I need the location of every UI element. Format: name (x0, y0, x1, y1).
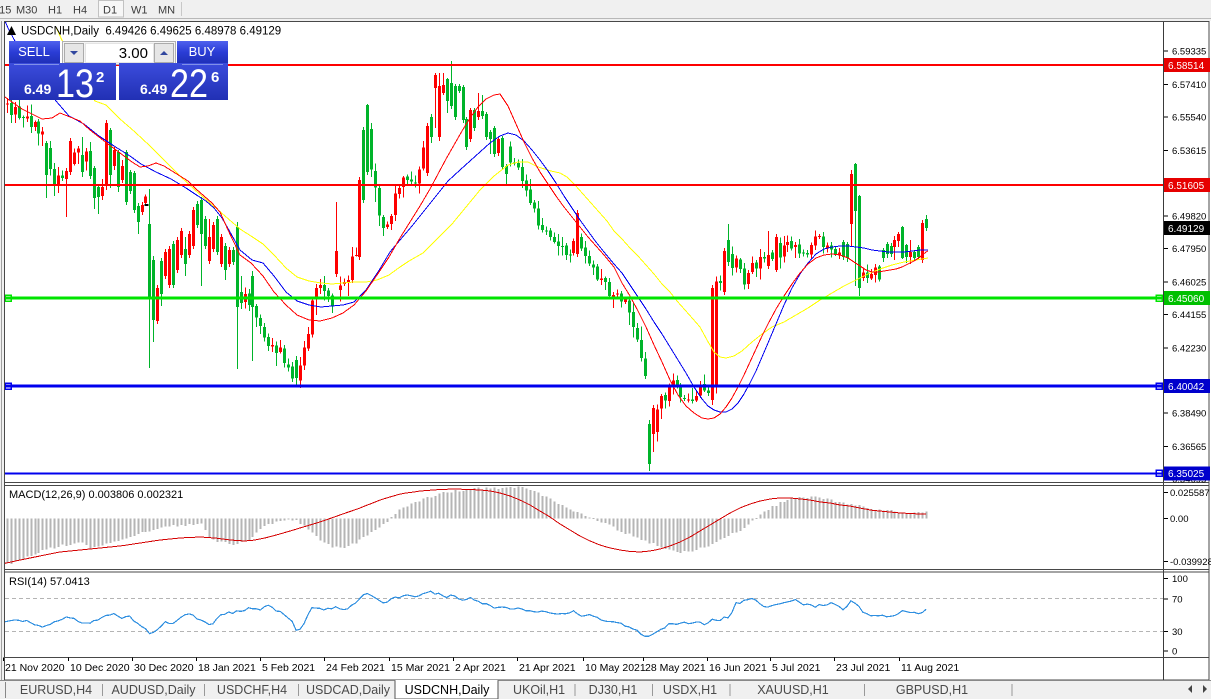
svg-text:USDCNH,Daily: USDCNH,Daily (405, 683, 490, 697)
svg-text:13: 13 (56, 62, 94, 106)
svg-text:6.51605: 6.51605 (1168, 181, 1205, 192)
svg-text:22: 22 (170, 62, 208, 106)
svg-text:6.42230: 6.42230 (1172, 344, 1206, 355)
svg-text:6.36565: 6.36565 (1172, 442, 1206, 453)
svg-text:W1: W1 (131, 5, 148, 17)
svg-text:6.49820: 6.49820 (1172, 212, 1206, 223)
svg-text:SELL: SELL (18, 44, 50, 59)
svg-text:11 Aug 2021: 11 Aug 2021 (901, 662, 959, 674)
svg-text:23 Jul 2021: 23 Jul 2021 (836, 662, 890, 674)
svg-text:21 Apr 2021: 21 Apr 2021 (519, 662, 576, 674)
svg-text:6: 6 (211, 69, 219, 86)
svg-text:6.49129: 6.49129 (1168, 224, 1205, 235)
svg-text:-0.039928: -0.039928 (1170, 557, 1211, 568)
svg-text:RSI(14) 57.0413: RSI(14) 57.0413 (9, 576, 90, 588)
svg-text:30: 30 (1172, 627, 1183, 638)
svg-text:70: 70 (1172, 595, 1183, 606)
svg-text:6.45060: 6.45060 (1168, 294, 1205, 305)
svg-text:2 Apr 2021: 2 Apr 2021 (455, 662, 506, 674)
svg-text:6.38490: 6.38490 (1172, 409, 1206, 420)
svg-text:USDCNH,Daily 6.49426 6.49625: USDCNH,Daily 6.49426 6.49625 6.48978 6.4… (21, 26, 281, 38)
svg-text:0.025587: 0.025587 (1170, 488, 1210, 499)
svg-text:6.59335: 6.59335 (1172, 46, 1206, 57)
svg-text:DJ30,H1: DJ30,H1 (589, 683, 638, 697)
svg-text:MACD(12,26,9) 0.003806 0.00232: MACD(12,26,9) 0.003806 0.002321 (9, 489, 183, 501)
svg-text:30 Dec 2020: 30 Dec 2020 (134, 662, 194, 674)
svg-text:6.40042: 6.40042 (1168, 382, 1205, 393)
svg-text:M15: M15 (0, 5, 11, 17)
svg-text:15 Mar 2021: 15 Mar 2021 (391, 662, 450, 674)
svg-text:6.53615: 6.53615 (1172, 146, 1206, 157)
svg-text:H4: H4 (73, 5, 87, 17)
svg-text:EURUSD,H4: EURUSD,H4 (20, 683, 92, 697)
svg-text:5 Feb 2021: 5 Feb 2021 (262, 662, 315, 674)
svg-text:6.44155: 6.44155 (1172, 310, 1206, 321)
svg-text:24 Feb 2021: 24 Feb 2021 (326, 662, 385, 674)
svg-text:6.55540: 6.55540 (1172, 112, 1206, 123)
svg-text:6.46025: 6.46025 (1172, 278, 1206, 289)
svg-text:6.58514: 6.58514 (1168, 61, 1205, 72)
svg-text:6.49: 6.49 (24, 81, 51, 97)
svg-text:H1: H1 (48, 5, 62, 17)
svg-text:0: 0 (1172, 646, 1177, 657)
svg-text:28 May 2021: 28 May 2021 (645, 662, 706, 674)
svg-text:UKOil,H1: UKOil,H1 (513, 683, 565, 697)
svg-text:USDX,H1: USDX,H1 (663, 683, 717, 697)
svg-text:6.35025: 6.35025 (1168, 469, 1205, 480)
svg-text:USDCAD,Daily: USDCAD,Daily (306, 683, 391, 697)
svg-text:0.00: 0.00 (1170, 514, 1189, 525)
svg-text:21 Nov 2020: 21 Nov 2020 (5, 662, 65, 674)
svg-text:6.49: 6.49 (140, 81, 167, 97)
svg-text:6.57410: 6.57410 (1172, 80, 1206, 91)
svg-text:AUDUSD,Daily: AUDUSD,Daily (111, 683, 196, 697)
svg-text:6.47950: 6.47950 (1172, 244, 1206, 255)
svg-text:BUY: BUY (189, 44, 216, 59)
svg-text:10 Dec 2020: 10 Dec 2020 (70, 662, 130, 674)
svg-text:5 Jul 2021: 5 Jul 2021 (772, 662, 821, 674)
svg-text:18 Jan 2021: 18 Jan 2021 (198, 662, 256, 674)
svg-text:XAUUSD,H1: XAUUSD,H1 (757, 683, 829, 697)
svg-text:16 Jun 2021: 16 Jun 2021 (709, 662, 767, 674)
svg-text:D1: D1 (103, 5, 117, 17)
svg-text:2: 2 (96, 69, 104, 86)
svg-text:MN: MN (158, 5, 175, 17)
svg-text:M30: M30 (16, 5, 37, 17)
svg-text:100: 100 (1172, 574, 1188, 585)
svg-text:3.00: 3.00 (119, 45, 148, 62)
svg-text:USDCHF,H4: USDCHF,H4 (217, 683, 287, 697)
svg-text:GBPUSD,H1: GBPUSD,H1 (896, 683, 968, 697)
svg-text:10 May 2021: 10 May 2021 (585, 662, 646, 674)
